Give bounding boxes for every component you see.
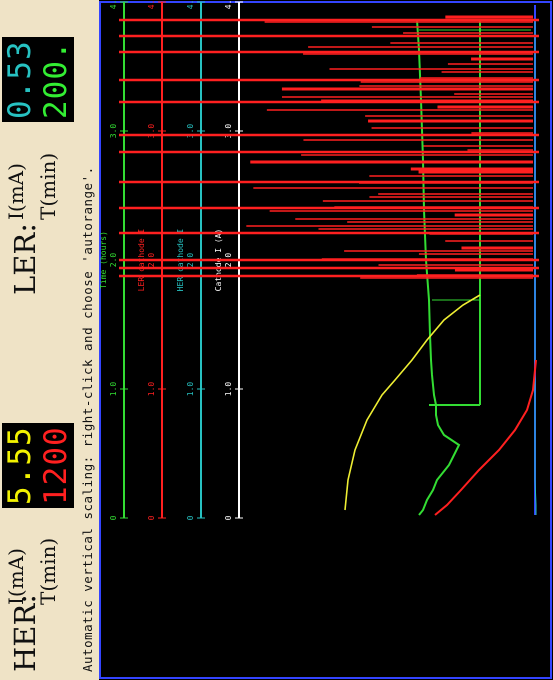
ler-time-label: T(min) [36,152,60,220]
ler-label: LER: [8,222,42,295]
plot-frame [99,1,552,679]
axis-tick-label-1-3: 3.0 [186,124,195,139]
her-label: HER: [8,593,42,672]
red-decay [434,359,537,516]
axis-tick-label-3-4: 4.0 [109,0,118,9]
ler-current-label: I(mA) [4,163,28,220]
ler-current-value: 0.53 [2,37,38,122]
axis-tick-label-1-4: 4.0 [186,0,195,9]
axis-tick-label-3-3: 3.0 [109,124,118,139]
her-time-value: 1200 [38,423,74,508]
her-time-label: T(min) [36,537,60,605]
axis-tick-label-0-1: 1.0 [224,382,233,397]
green-trace [415,19,535,516]
axis-tick-label-3-0: 0 [109,515,118,520]
axis-tick-label-1-0: 0 [186,515,195,520]
axis-tick-label-2-1: 1.0 [147,382,156,397]
autoscale-hint: Automatic vertical scaling: right-click … [80,166,95,672]
traces [344,5,537,516]
red-injection-bars [119,15,539,279]
cyan-baseline [534,20,537,515]
axis-tick-label-3-2: 2.0 [109,253,118,268]
axis-tick-label-0-0: 0 [224,515,233,520]
her-current-value: 5.55 [2,423,38,508]
axis-tick-label-0-4: 4.0 [224,0,233,9]
axis-tick-label-3-1: 1.0 [109,382,118,397]
her-current-label: I(mA) [4,548,28,605]
strip-chart-svg: 01.02.03.04.0Cathode I (A)01.02.03.04.0H… [99,0,553,680]
axis-tick-label-2-3: 3.0 [147,124,156,139]
ler-time-value: 200. [38,37,74,122]
axis-tick-label-2-4: 4.0 [147,0,156,9]
axis-tick-label-1-1: 1.0 [186,382,195,397]
axis-tick-label-2-0: 0 [147,515,156,520]
axis-label-3: Time (hours) [99,231,108,289]
yellow-trace [344,294,481,511]
axis-tick-label-0-3: 3.0 [224,124,233,139]
strip-chart[interactable]: 01.02.03.04.0Cathode I (A)01.02.03.04.0H… [99,0,553,680]
